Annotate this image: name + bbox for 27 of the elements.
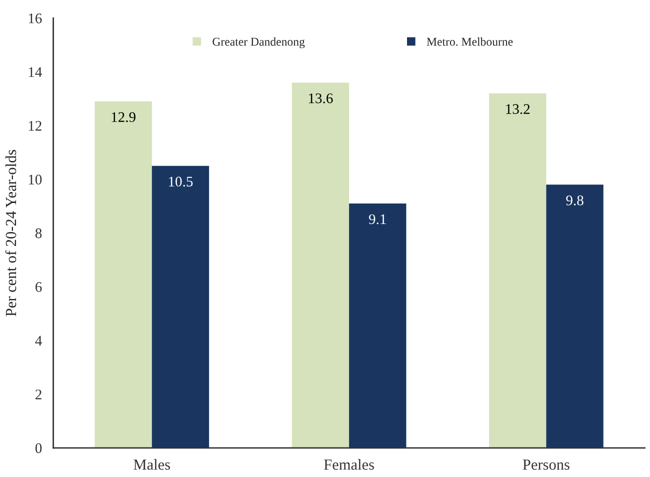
legend-label: Metro. Melbourne	[426, 37, 513, 46]
bar	[292, 82, 350, 448]
data-label: 13.6	[308, 93, 333, 104]
data-label: 12.9	[112, 112, 136, 122]
y-tick-label: 16	[28, 14, 42, 24]
data-label: 9.8	[566, 195, 584, 206]
y-tick-label: 0	[35, 443, 42, 454]
y-tick-label: 14	[28, 67, 42, 77]
bar	[152, 166, 210, 448]
bar	[489, 93, 546, 448]
y-tick-label: 10	[28, 174, 42, 184]
data-label: 13.2	[506, 104, 530, 114]
y-tick-label: 6	[36, 282, 42, 292]
data-label: 9.1	[368, 214, 386, 224]
x-tick-label: Males	[134, 459, 170, 470]
y-tick-label: 2	[36, 390, 42, 400]
y-tick-label: 12	[28, 120, 42, 131]
x-tick-label: Persons	[522, 460, 570, 470]
y-tick-label: 4	[35, 336, 42, 346]
bar	[349, 203, 406, 448]
y-tick-label: 8	[35, 228, 42, 238]
bar	[546, 184, 604, 448]
legend-label: Greater Dandenong	[212, 37, 305, 48]
bar	[94, 101, 152, 448]
data-label: 10.5	[168, 176, 193, 187]
x-tick-label: Females	[324, 459, 374, 470]
y-axis-title: Per cent of 20-24 Year-olds	[5, 150, 16, 316]
